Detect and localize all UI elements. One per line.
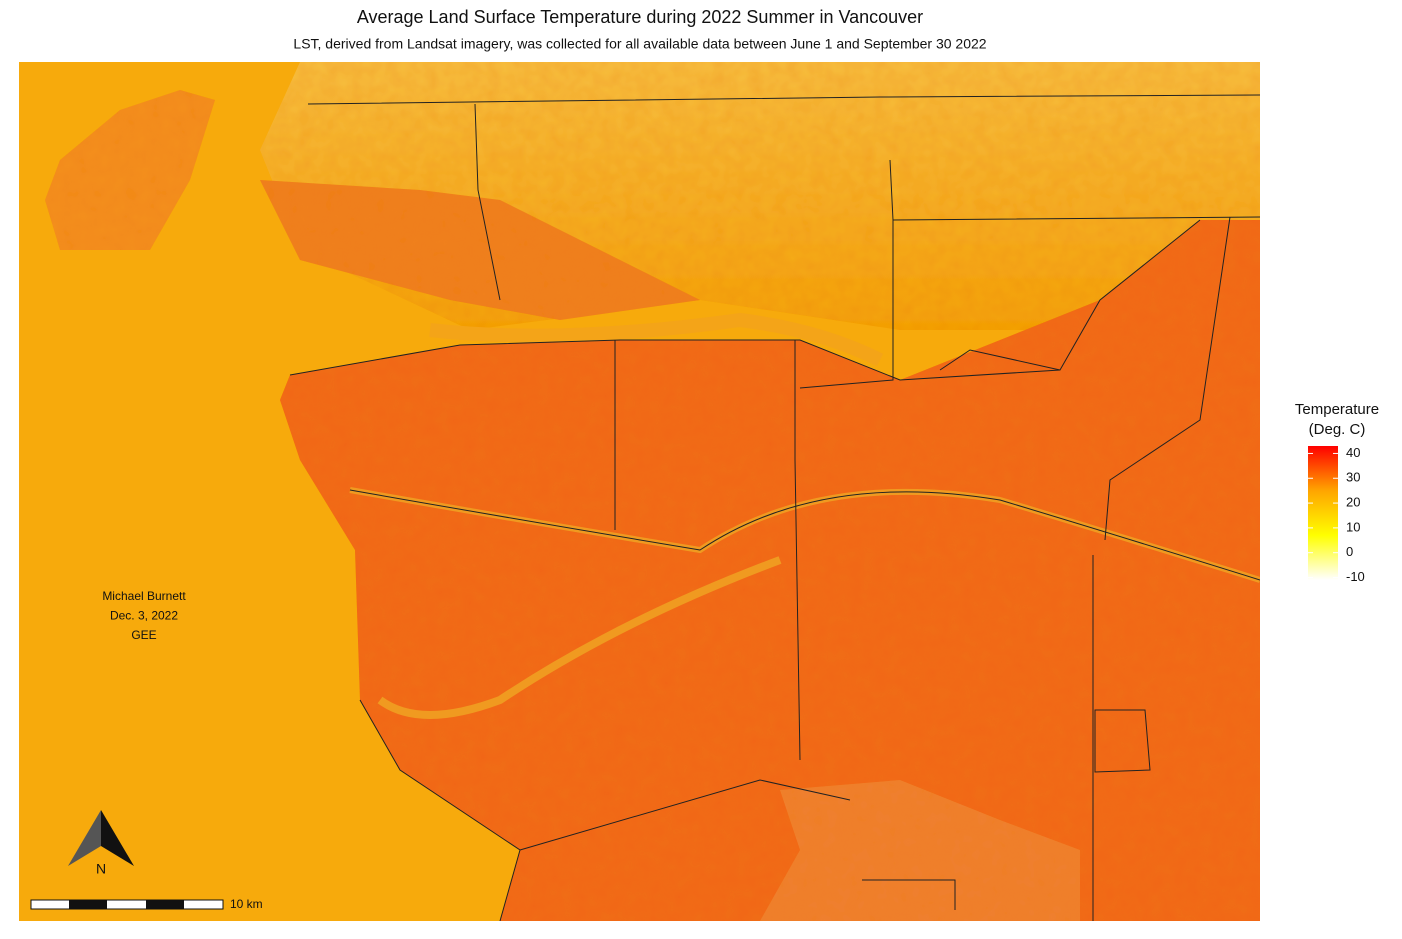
credit-line: Michael Burnett [102,589,186,603]
north-label: N [96,861,106,877]
white-rock [760,780,1080,921]
legend-title: (Deg. C) [1309,421,1366,438]
north-shore-urban [260,180,700,320]
credit-line: Dec. 3, 2022 [110,609,178,623]
credit: Michael Burnett Dec. 3, 2022 GEE [102,589,186,642]
map [19,62,1260,921]
fraser-river-south [377,556,782,719]
legend-tick-label: 0 [1346,544,1353,559]
north-arrow: N [68,810,134,877]
map-title: Average Land Surface Temperature during … [357,7,923,27]
legend: Temperature (Deg. C) 40 30 20 10 0 -10 [1295,401,1379,584]
burrard-inlet [429,312,884,367]
bowen-island [45,90,215,250]
legend-tick-label: 30 [1346,470,1360,485]
scale-bar: 10 km [30,897,263,911]
mainland [280,220,1260,921]
legend-tick-label: 40 [1346,445,1360,460]
boundaries [289,94,1260,921]
legend-tick-label: -10 [1346,569,1365,584]
legend-tick-label: 20 [1346,495,1360,510]
color-bar [1308,446,1338,580]
scale-label: 10 km [230,897,263,911]
map-subtitle: LST, derived from Landsat imagery, was c… [293,36,986,52]
legend-title: Temperature [1295,401,1379,418]
credit-line: GEE [131,628,156,642]
legend-tick-label: 10 [1346,519,1360,534]
